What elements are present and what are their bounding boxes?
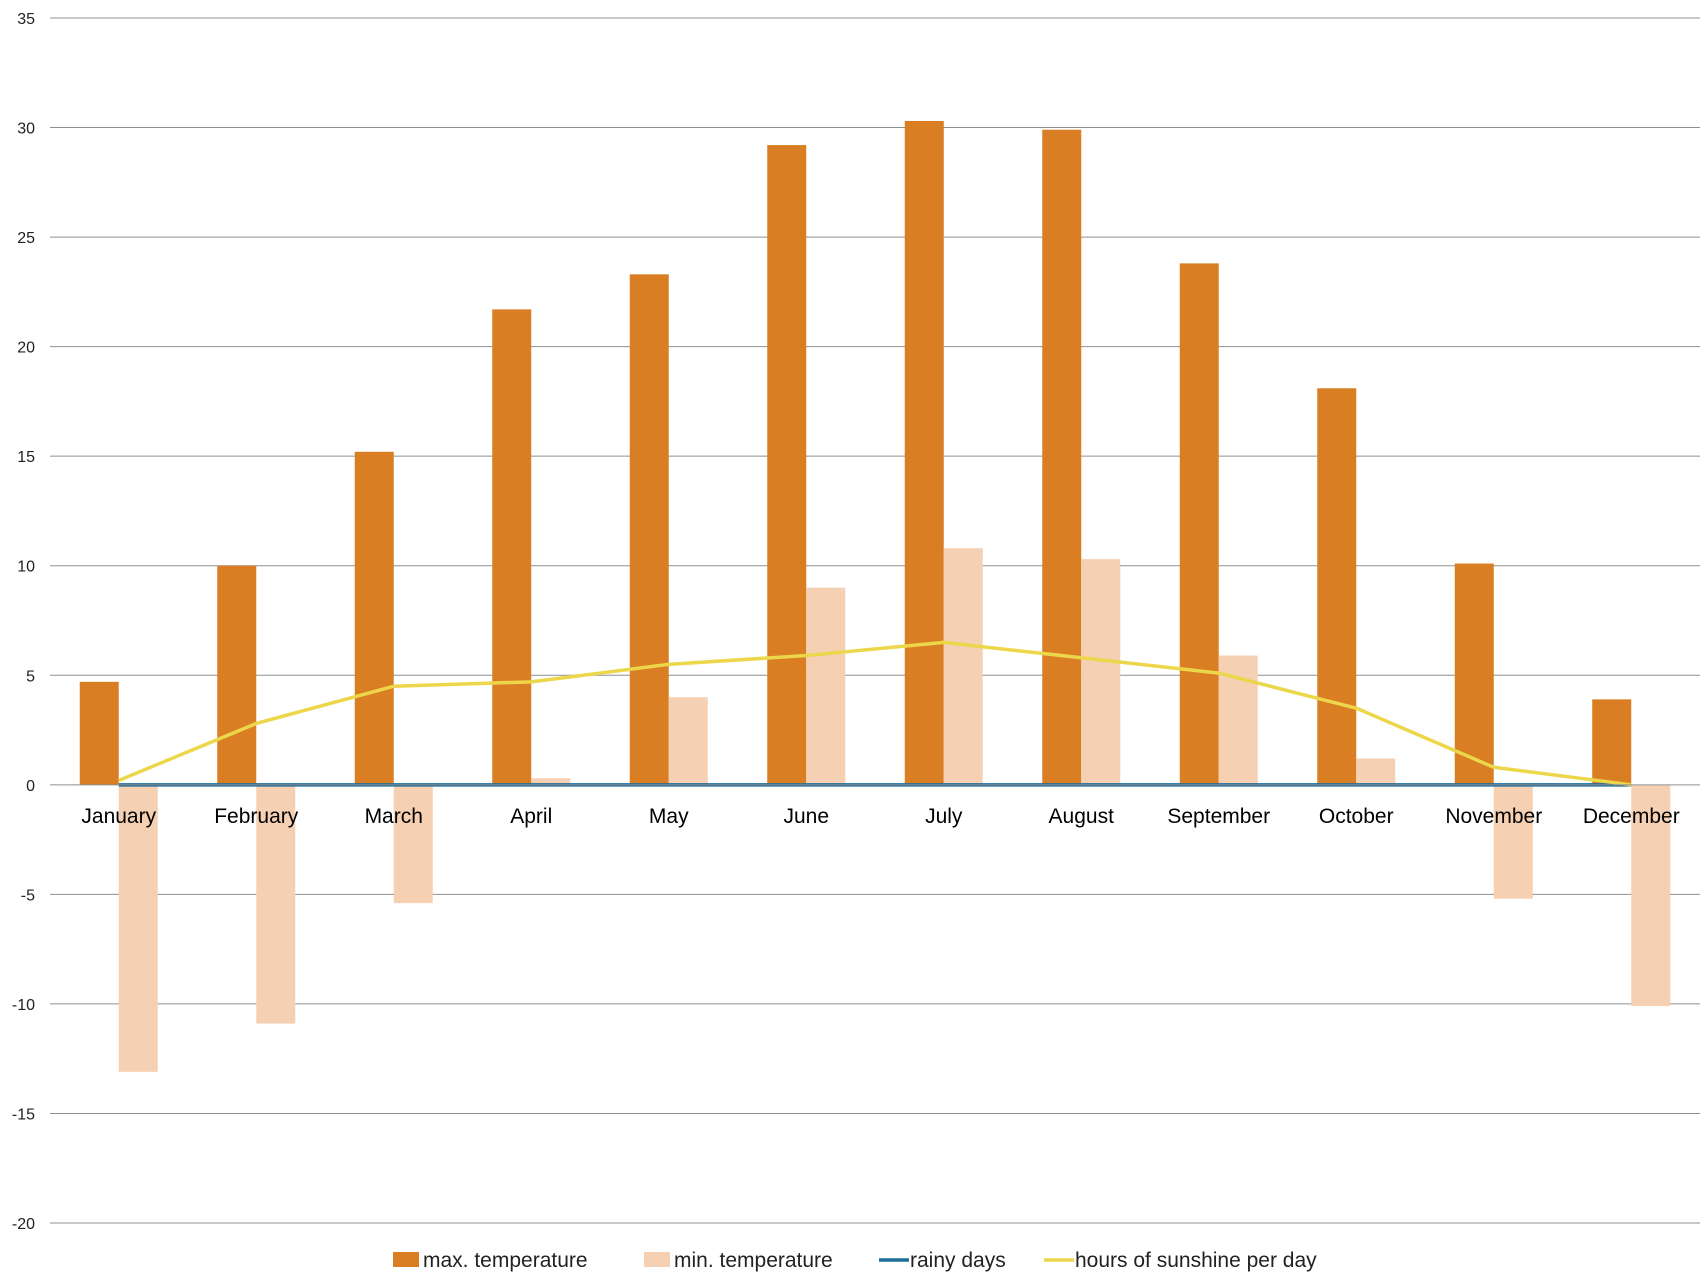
legend-swatch	[393, 1252, 419, 1267]
legend-item-rainy-days: rainy days	[879, 1249, 1006, 1272]
legend-label: rainy days	[910, 1249, 1006, 1272]
y-tick-label: -20	[12, 1216, 35, 1233]
max-temperature-bar	[80, 682, 119, 785]
y-tick-label: 30	[17, 121, 35, 138]
max-temperature-bar	[217, 566, 256, 785]
y-tick-label: 10	[17, 559, 35, 576]
y-tick-label: 35	[17, 11, 35, 28]
x-tick-label: July	[925, 805, 963, 828]
y-tick-label: -10	[12, 997, 35, 1014]
legend-label: max. temperature	[423, 1249, 588, 1272]
axes: 35 30 25 20 15 10 5 0 -5 -10 -15 -20 January February…	[12, 11, 1700, 1233]
legend: max. temperature min. temperature rainy da…	[393, 1249, 1317, 1272]
min-temperature-bar	[394, 785, 433, 903]
legend-label: min. temperature	[674, 1249, 833, 1272]
max-temperature-bar	[1317, 388, 1356, 785]
gridlines	[50, 18, 1700, 1223]
y-tick-label: -5	[21, 887, 35, 904]
x-tick-label: May	[649, 805, 689, 828]
y-tick-label: 5	[26, 668, 35, 685]
x-tick-label: March	[365, 805, 423, 828]
max-temperature-bar	[1592, 699, 1631, 784]
x-tick-label: August	[1049, 805, 1115, 828]
max-temperature-bar	[1042, 130, 1081, 785]
legend-item-max-temperature: max. temperature	[393, 1249, 588, 1272]
min-temperature-bar	[806, 588, 845, 785]
max-temperature-bar	[905, 121, 944, 785]
legend-item-min-temperature: min. temperature	[644, 1249, 833, 1272]
min-temperature-bar	[1356, 759, 1395, 785]
x-tick-label: April	[510, 805, 552, 828]
x-tick-label: November	[1445, 805, 1542, 828]
x-tick-label: February	[214, 805, 299, 828]
max-temperature-bar	[492, 309, 531, 784]
legend-label: hours of sunshine per day	[1075, 1249, 1317, 1272]
y-tick-label: 15	[17, 449, 35, 466]
x-tick-label: December	[1583, 805, 1680, 828]
x-tick-label: January	[81, 805, 156, 828]
x-tick-label: June	[783, 805, 829, 828]
y-tick-label: -15	[12, 1106, 35, 1123]
min-temperature-bar	[1494, 785, 1533, 899]
series-lines	[119, 642, 1632, 784]
max-temperature-bar	[767, 145, 806, 785]
y-tick-label: 0	[26, 778, 35, 795]
y-tick-label: 25	[17, 230, 35, 247]
max-temperature-bar	[630, 274, 669, 784]
bars	[80, 121, 1671, 1072]
min-temperature-bar	[669, 697, 708, 785]
min-temperature-bar	[1081, 559, 1120, 785]
max-temperature-bar	[1180, 263, 1219, 784]
x-tick-label: October	[1319, 805, 1394, 828]
x-tick-label: September	[1167, 805, 1270, 828]
legend-swatch	[644, 1252, 670, 1267]
legend-item-sunshine-hours: hours of sunshine per day	[1044, 1249, 1317, 1272]
min-temperature-bar	[119, 785, 158, 1072]
min-temperature-bar	[944, 548, 983, 785]
y-tick-label: 20	[17, 340, 35, 357]
sunshine-hours-line	[119, 642, 1632, 784]
max-temperature-bar	[355, 452, 394, 785]
